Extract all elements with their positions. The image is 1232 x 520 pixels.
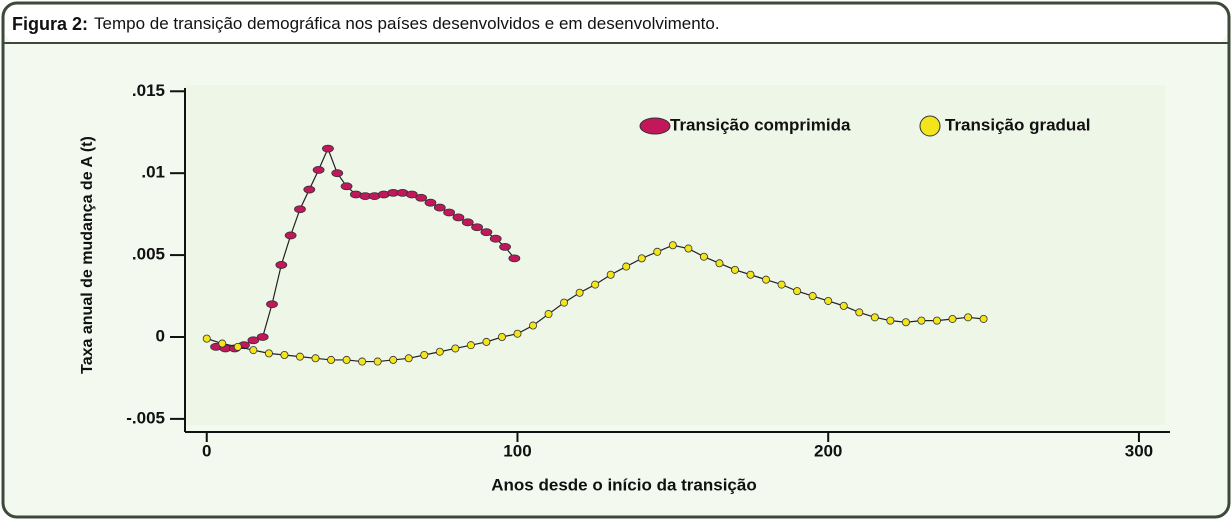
point — [405, 190, 418, 199]
point — [275, 261, 288, 269]
point — [256, 333, 269, 341]
point — [280, 351, 289, 360]
legend-swatch — [919, 115, 941, 137]
point — [303, 185, 316, 194]
x-tick-label: 300 — [1125, 441, 1153, 460]
point — [730, 265, 739, 274]
point — [327, 355, 336, 364]
point — [266, 300, 278, 309]
y-tick-label: 0 — [156, 326, 165, 345]
point — [331, 169, 344, 178]
point — [461, 218, 474, 227]
point — [233, 342, 242, 351]
point — [668, 241, 677, 250]
chart-title: Figura 2: Tempo de transição demográfica … — [12, 14, 720, 34]
point — [606, 270, 615, 279]
legend-label: Transição comprimida — [670, 115, 851, 134]
y-tick-label: .01 — [141, 163, 165, 182]
point — [901, 318, 910, 327]
point — [699, 252, 708, 261]
point — [855, 308, 864, 317]
point — [435, 347, 444, 356]
point — [284, 231, 297, 240]
point — [340, 182, 353, 191]
point — [508, 254, 521, 263]
title-bar — [5, 5, 1227, 43]
point — [311, 354, 320, 363]
y-tick-label: -.005 — [126, 408, 165, 427]
point — [932, 316, 941, 325]
point — [433, 203, 446, 212]
point — [424, 198, 437, 207]
point — [575, 288, 584, 297]
point — [746, 270, 755, 279]
point — [948, 314, 957, 323]
point — [979, 314, 988, 323]
point — [482, 337, 491, 346]
point — [404, 354, 413, 363]
point — [560, 298, 569, 307]
point — [342, 355, 351, 364]
figure-label: Figura 2: — [12, 14, 88, 34]
point — [839, 301, 848, 310]
x-tick-label: 100 — [503, 441, 531, 460]
point — [415, 193, 428, 202]
point — [499, 242, 511, 251]
point — [777, 280, 786, 289]
point — [964, 313, 973, 322]
point — [824, 296, 833, 305]
point — [513, 329, 522, 338]
point — [591, 280, 600, 289]
y-tick-label: .005 — [132, 245, 165, 264]
point — [471, 223, 483, 232]
y-axis-label: Taxa anual de mudança de A (t) — [79, 136, 96, 374]
plot-background — [185, 85, 1165, 425]
point — [247, 336, 260, 345]
point — [466, 341, 475, 350]
point — [480, 228, 493, 237]
point — [294, 205, 306, 214]
point — [808, 292, 817, 301]
title-text: Tempo de transição demográfica nos paíse… — [94, 14, 720, 33]
point — [322, 144, 334, 153]
point — [249, 346, 258, 355]
point — [358, 357, 367, 366]
point — [715, 259, 724, 268]
point — [637, 254, 646, 263]
point — [622, 262, 631, 271]
point — [917, 316, 926, 325]
point — [452, 213, 465, 222]
x-tick-label: 200 — [814, 441, 842, 460]
point — [451, 344, 460, 353]
point — [218, 339, 227, 348]
point — [653, 247, 662, 256]
point — [762, 275, 771, 284]
point — [373, 357, 382, 366]
point — [443, 208, 456, 217]
point — [529, 321, 538, 330]
y-tick-label: .015 — [132, 81, 165, 100]
point — [684, 244, 693, 253]
point — [264, 349, 273, 358]
legend-swatch — [639, 117, 671, 135]
point — [489, 234, 502, 243]
point — [793, 287, 802, 296]
x-axis-label: Anos desde o início da transição — [491, 475, 756, 494]
legend-label: Transição gradual — [945, 115, 1091, 134]
point — [295, 352, 304, 361]
point — [312, 166, 325, 174]
x-tick-label: 0 — [202, 441, 211, 460]
point — [202, 334, 211, 343]
point — [389, 355, 398, 364]
point — [870, 313, 879, 322]
point — [544, 310, 553, 319]
point — [420, 351, 429, 360]
point — [886, 316, 895, 325]
point — [497, 332, 506, 341]
